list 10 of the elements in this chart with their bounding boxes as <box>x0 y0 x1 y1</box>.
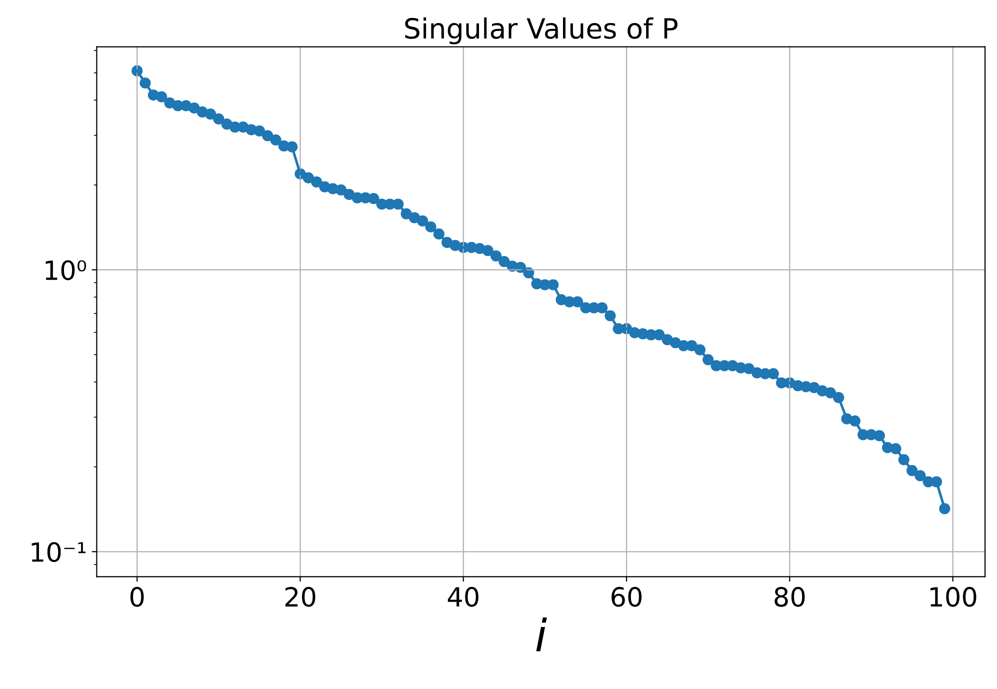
x-tick-label: 100 <box>930 586 976 607</box>
y-tick-label: 10⁻¹ <box>32 542 86 562</box>
x-tick-label: 60 <box>612 586 642 607</box>
chart-title: Singular Values of P <box>405 17 678 44</box>
y-tick-label: 10⁰ <box>46 260 86 280</box>
x-axis-title: i <box>536 618 547 652</box>
x-tick-label: 20 <box>285 586 316 607</box>
x-tick-label: 40 <box>448 586 478 607</box>
x-tick-label: 80 <box>774 586 805 607</box>
x-tick-label: 0 <box>130 586 144 607</box>
